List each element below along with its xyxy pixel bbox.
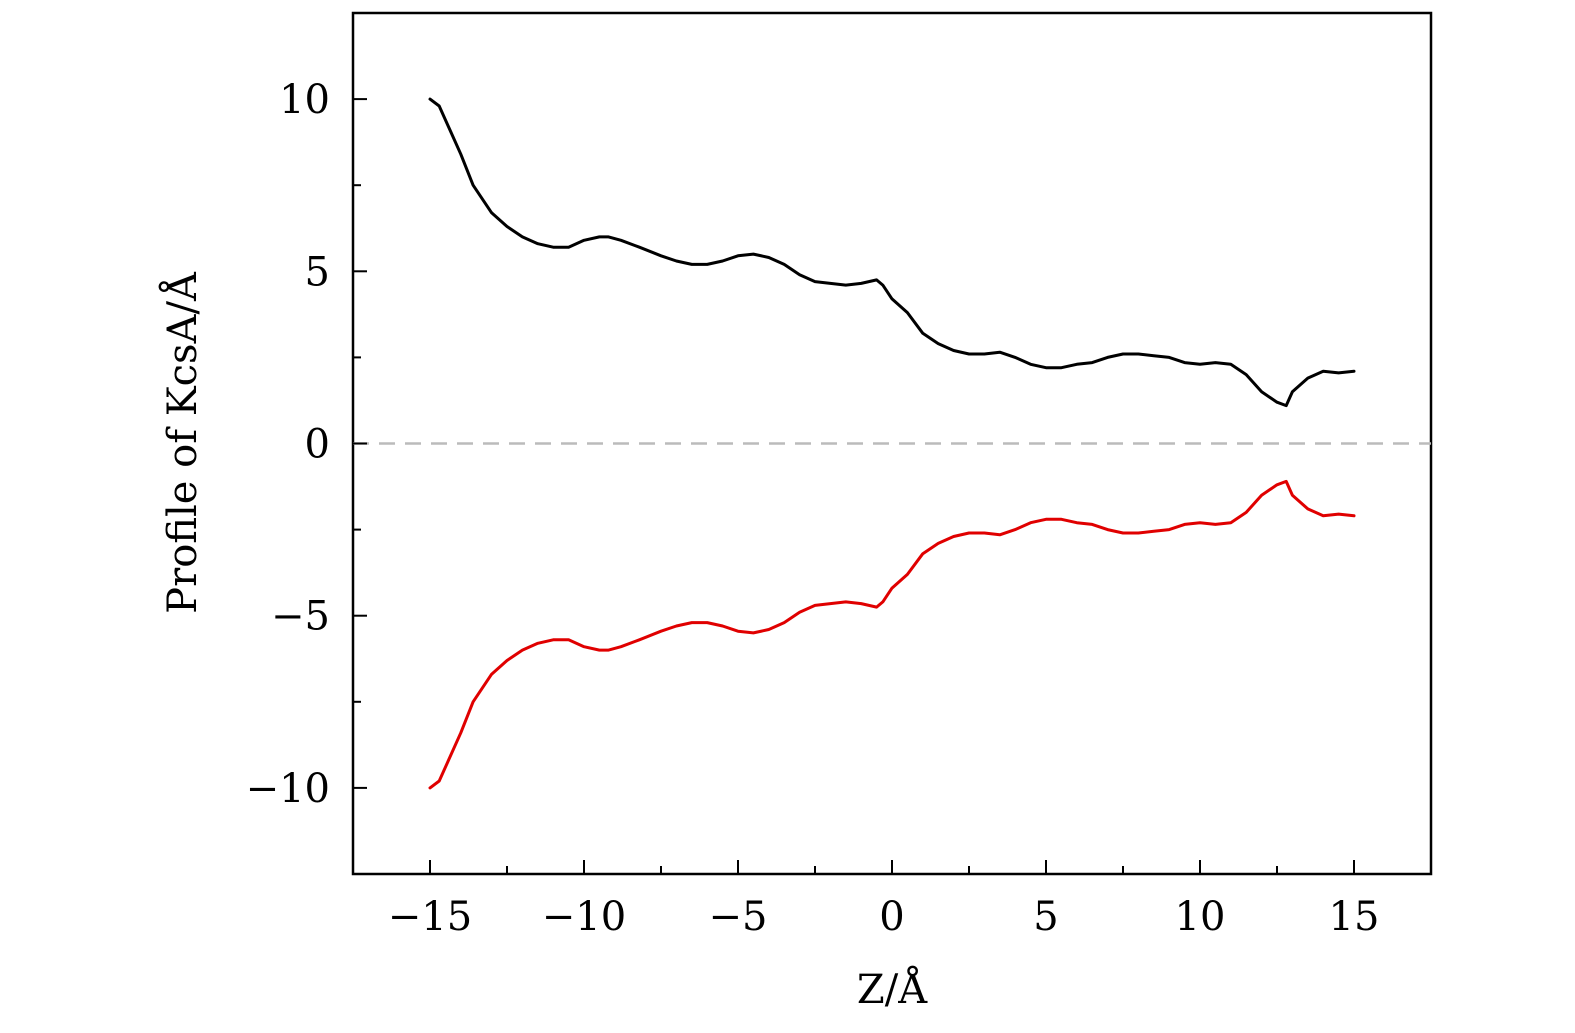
x-tick-label: 5	[1033, 894, 1058, 940]
series-layer	[428, 97, 1356, 790]
y-tick-label: 5	[305, 249, 330, 295]
y-axis-title: Profile of KcsA/Å	[159, 271, 206, 614]
y-tick-label: −10	[246, 766, 330, 812]
x-tick-label: 15	[1329, 894, 1380, 940]
series-line-upper	[428, 97, 1356, 408]
y-tick-label: −5	[271, 594, 330, 640]
y-tick-label: 10	[279, 77, 330, 123]
y-axis-ticks: −10 −5 0 5 10	[246, 12, 367, 875]
x-axis-ticks: −15 −10 −5 0 5 10 15	[388, 860, 1380, 940]
x-axis-title: Z/Å	[857, 966, 928, 1013]
x-tick-label: −10	[542, 894, 626, 940]
x-tick-label: −15	[388, 894, 472, 940]
x-tick-label: 0	[879, 894, 904, 940]
x-tick-label: −5	[709, 894, 768, 940]
y-tick-label: 0	[305, 422, 330, 468]
series-line-lower	[428, 479, 1356, 790]
x-tick-label: 10	[1175, 894, 1226, 940]
